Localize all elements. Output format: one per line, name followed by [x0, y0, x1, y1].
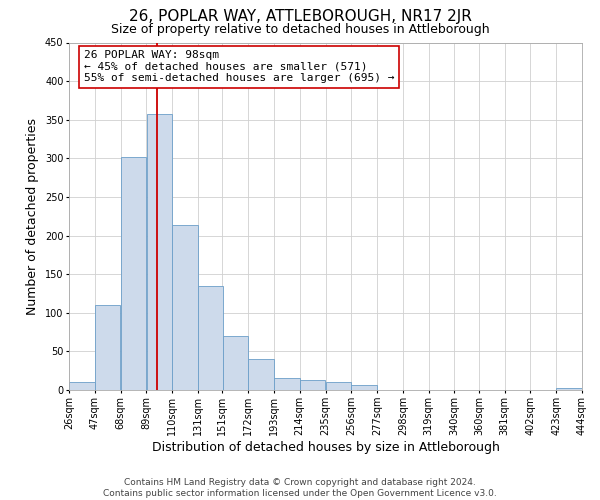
Bar	[223, 336, 248, 390]
Bar	[146, 114, 172, 390]
Bar	[172, 224, 197, 390]
Bar	[95, 305, 121, 390]
Y-axis label: Number of detached properties: Number of detached properties	[26, 118, 39, 315]
X-axis label: Distribution of detached houses by size in Attleborough: Distribution of detached houses by size …	[152, 440, 499, 454]
Bar	[121, 157, 146, 390]
Text: Size of property relative to detached houses in Attleborough: Size of property relative to detached ho…	[110, 22, 490, 36]
Text: 26 POPLAR WAY: 98sqm
← 45% of detached houses are smaller (571)
55% of semi-deta: 26 POPLAR WAY: 98sqm ← 45% of detached h…	[84, 50, 394, 84]
Bar	[274, 378, 299, 390]
Bar	[556, 388, 582, 390]
Bar	[300, 380, 325, 390]
Bar	[326, 382, 351, 390]
Bar	[248, 359, 274, 390]
Bar	[198, 286, 223, 390]
Bar	[352, 386, 377, 390]
Bar	[69, 382, 95, 390]
Text: 26, POPLAR WAY, ATTLEBOROUGH, NR17 2JR: 26, POPLAR WAY, ATTLEBOROUGH, NR17 2JR	[128, 9, 472, 24]
Text: Contains HM Land Registry data © Crown copyright and database right 2024.
Contai: Contains HM Land Registry data © Crown c…	[103, 478, 497, 498]
